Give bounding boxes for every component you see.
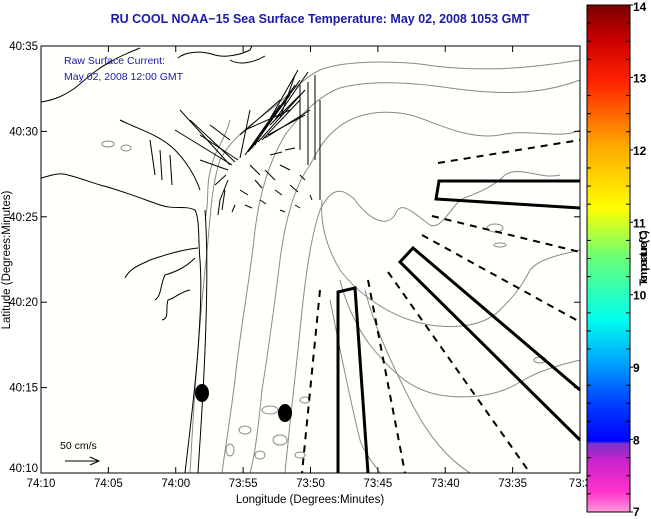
colorbar-label: Temperature (°C) [638, 230, 650, 286]
dashed-boundaries [301, 139, 581, 474]
plot-title: RU COOL NOAA−15 Sea Surface Temperature:… [110, 12, 530, 26]
marker-dot [195, 384, 209, 402]
x-axis: 74:10 74:05 74:00 73:55 73:50 73:45 73:40 73:35… [27, 46, 591, 490]
colorbar [586, 4, 631, 513]
y-tick-label: 40:25 [9, 212, 38, 224]
colorbar-tick-label: 8 [633, 434, 640, 448]
scale-arrow-icon [65, 456, 101, 466]
x-tick-label: 73:35 [498, 478, 527, 490]
y-tick-label: 40:15 [9, 383, 38, 395]
coastline [40, 45, 266, 474]
plot-area [41, 46, 580, 473]
x-axis-title: Longitude (Degrees:Minutes) [236, 494, 384, 506]
scale-arrow-label: 50 cm/s [60, 440, 97, 452]
colorbar-tick-label: 14 [633, 0, 647, 14]
x-tick-label: 73:45 [363, 478, 392, 490]
solid-polygons [336, 179, 582, 474]
current-annotation-line2: May 02, 2008 12:00 GMT [64, 71, 184, 83]
x-tick-label: 73:40 [431, 478, 460, 490]
x-tick-label: 73:3 [569, 478, 591, 490]
colorbar-tick-label: 9 [633, 361, 640, 375]
colorbar-ticks: 14 13 12 11 10 9 8 7 [587, 0, 647, 519]
x-tick-label: 73:50 [296, 478, 325, 490]
x-tick-label: 74:10 [27, 478, 56, 490]
y-axis: 40:35 40:30 40:25 40:20 40:15 40:10 [9, 41, 580, 475]
x-tick-label: 74:00 [161, 478, 190, 490]
marker-dot [278, 404, 292, 422]
bathymetry-contours [101, 59, 581, 474]
colorbar-tick-label: 10 [633, 289, 647, 303]
colorbar-tick-label: 12 [633, 144, 647, 158]
y-tick-label: 40:35 [9, 41, 38, 53]
y-axis-title: Latitude (Degrees:Minutes) [1, 190, 13, 329]
colorbar-tick-label: 7 [633, 505, 640, 519]
colorbar-tick-label: 13 [633, 71, 647, 85]
colorbar-tick-label: 11 [633, 216, 646, 230]
y-tick-label: 40:30 [9, 126, 38, 138]
current-annotation-line1: Raw Surface Current: [64, 55, 165, 67]
y-tick-label: 40:10 [9, 463, 38, 475]
x-tick-label: 73:55 [229, 478, 258, 490]
y-tick-label: 40:20 [9, 297, 38, 309]
x-tick-label: 74:05 [94, 478, 123, 490]
surface-current-vectors [149, 69, 321, 216]
